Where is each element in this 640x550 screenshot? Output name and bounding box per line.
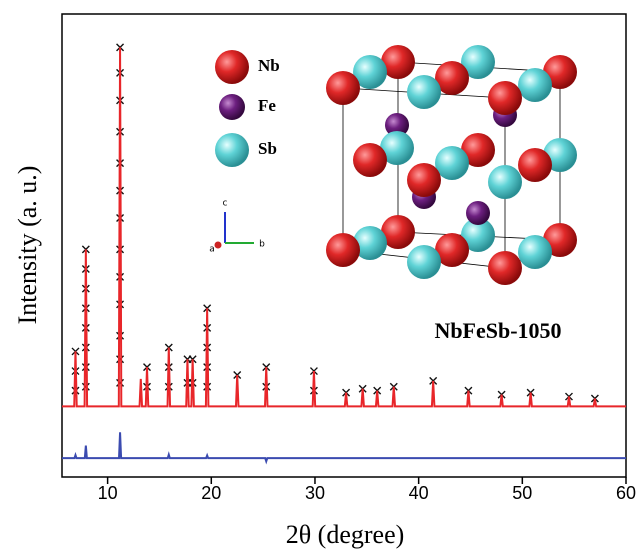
- legend-label: Nb: [258, 56, 280, 75]
- atom: [518, 68, 552, 102]
- legend-atom: [215, 50, 249, 84]
- axis-triad: c a b: [209, 199, 265, 255]
- legend-label: Fe: [258, 96, 276, 115]
- atom: [488, 251, 522, 285]
- observed-point: [82, 383, 89, 390]
- chart: 2θ (degree) Intensity (a. u.) NbFeSb-105…: [0, 0, 640, 550]
- observed-point: [117, 356, 124, 363]
- atom: [407, 163, 441, 197]
- x-tick-label: 30: [305, 483, 325, 503]
- x-tick-label: 40: [409, 483, 429, 503]
- atom: [407, 245, 441, 279]
- y-axis-title: Intensity (a. u.): [13, 166, 42, 325]
- legend-atom: [215, 133, 249, 167]
- observed-point: [117, 379, 124, 386]
- atom: [488, 81, 522, 115]
- atom: [466, 201, 490, 225]
- legend-label: Sb: [258, 139, 277, 158]
- atom: [326, 71, 360, 105]
- triad-label: c: [223, 199, 228, 209]
- x-tick-label: 20: [201, 483, 221, 503]
- sample-label: NbFeSb-1050: [434, 318, 561, 343]
- crystal-structure: [326, 45, 577, 285]
- triad-axis: [215, 242, 222, 249]
- atom: [353, 143, 387, 177]
- x-tick-label: 50: [512, 483, 532, 503]
- atom-legend: Nb Fe Sb: [215, 50, 280, 167]
- x-tick-label: 10: [98, 483, 118, 503]
- legend-atom: [219, 94, 245, 120]
- atom: [326, 233, 360, 267]
- atom: [518, 148, 552, 182]
- pattern-line: [62, 432, 626, 461]
- atom: [488, 165, 522, 199]
- atom: [518, 235, 552, 269]
- triad-label: b: [259, 240, 265, 250]
- x-tick-label: 60: [616, 483, 636, 503]
- x-axis-title: 2θ (degree): [286, 520, 405, 549]
- atom: [407, 75, 441, 109]
- triad-label: a: [209, 245, 215, 255]
